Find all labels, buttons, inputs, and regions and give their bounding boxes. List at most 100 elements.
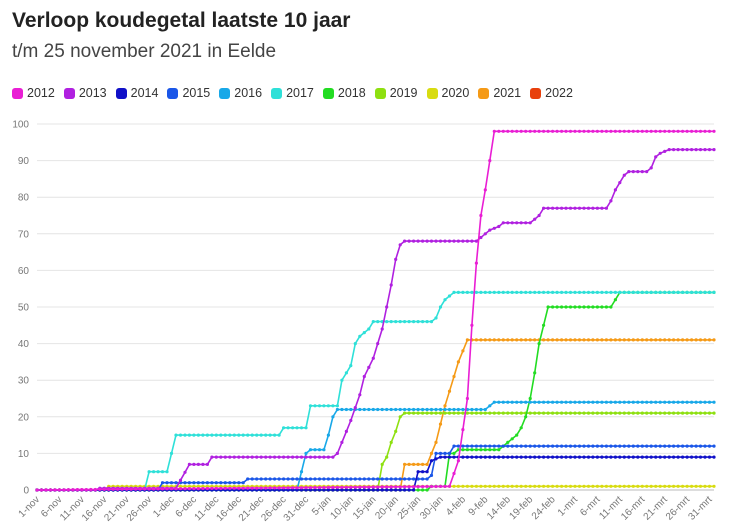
legend-item-2018[interactable]: 2018 [322,86,366,100]
data-point [654,290,658,294]
data-point [712,148,716,152]
data-point [277,433,281,437]
data-point [591,206,595,210]
legend-item-2012[interactable]: 2012 [12,86,55,100]
data-point [456,484,460,488]
data-point [595,411,600,415]
data-point [461,349,465,353]
data-point [555,484,559,488]
y-tick-label: 90 [18,156,30,167]
data-point [250,455,254,459]
data-point [573,411,577,415]
data-point [564,206,568,210]
data-point [627,455,631,459]
data-point [546,455,550,459]
data-point [622,400,626,404]
data-point [313,404,317,408]
data-point [631,444,635,448]
data-point [510,411,514,415]
data-point [429,239,434,243]
legend-item-2022[interactable]: 2022 [530,86,573,100]
data-point [165,470,169,474]
data-point [649,455,653,459]
data-point [506,440,510,444]
data-point [582,129,586,133]
legend-item-2017[interactable]: 2017 [271,86,314,100]
data-point [533,444,537,448]
data-point [533,400,537,404]
data-point [273,486,277,490]
y-tick-label: 20 [18,412,30,423]
data-point [376,477,380,481]
data-point [613,290,618,294]
data-point [421,320,425,324]
legend-item-2015[interactable]: 2015 [167,86,210,100]
legend-item-2019[interactable]: 2019 [374,86,418,100]
data-point [447,389,452,393]
data-point [246,486,250,490]
data-point [497,448,501,452]
data-point [474,261,478,265]
data-point [506,411,510,415]
data-point [362,374,366,379]
data-point [497,411,501,415]
data-point [551,444,555,448]
data-point [551,338,555,342]
legend-item-2021[interactable]: 2021 [478,86,521,100]
x-tick-label: 26-nov [125,494,154,523]
data-point [685,129,689,133]
data-point [358,407,362,412]
x-tick-label: 25-jan [396,494,423,521]
data-point [447,455,452,459]
data-point [407,477,411,481]
data-point [707,338,712,342]
legend-item-2020[interactable]: 2020 [426,86,469,100]
data-point [676,129,680,133]
data-point [649,411,653,415]
data-point [425,407,429,412]
data-point [681,484,685,488]
data-point [663,149,667,153]
data-point [537,129,541,133]
data-point [362,407,366,412]
data-point [636,455,640,459]
data-point [586,400,591,404]
data-point [712,411,716,415]
data-point [555,444,559,448]
data-point [519,484,523,488]
data-point [645,129,649,133]
data-point [546,338,550,342]
data-point [488,338,492,342]
data-point [344,485,348,489]
data-point [371,488,375,492]
data-point [407,488,411,492]
data-point [573,455,577,459]
data-point [340,477,344,481]
data-point [528,444,532,448]
data-point [618,444,622,448]
data-point [506,221,510,225]
data-point [232,481,236,485]
data-point [210,481,214,485]
data-point [456,444,460,448]
data-point [672,338,676,342]
data-point [492,444,496,448]
data-point [438,305,443,309]
data-point [645,444,649,448]
data-point [627,338,631,342]
data-point [237,486,241,490]
data-point [676,484,680,488]
legend-item-2014[interactable]: 2014 [115,86,158,100]
legend-item-2016[interactable]: 2016 [219,86,262,100]
data-point [389,477,393,481]
legend-item-2013[interactable]: 2013 [63,86,107,100]
data-point [340,407,344,412]
data-point [546,290,550,294]
data-point [488,290,492,294]
data-point [317,488,322,492]
data-point [698,455,703,459]
data-point [694,290,698,294]
data-point [479,407,483,412]
data-point [609,338,613,342]
data-point [246,477,250,481]
